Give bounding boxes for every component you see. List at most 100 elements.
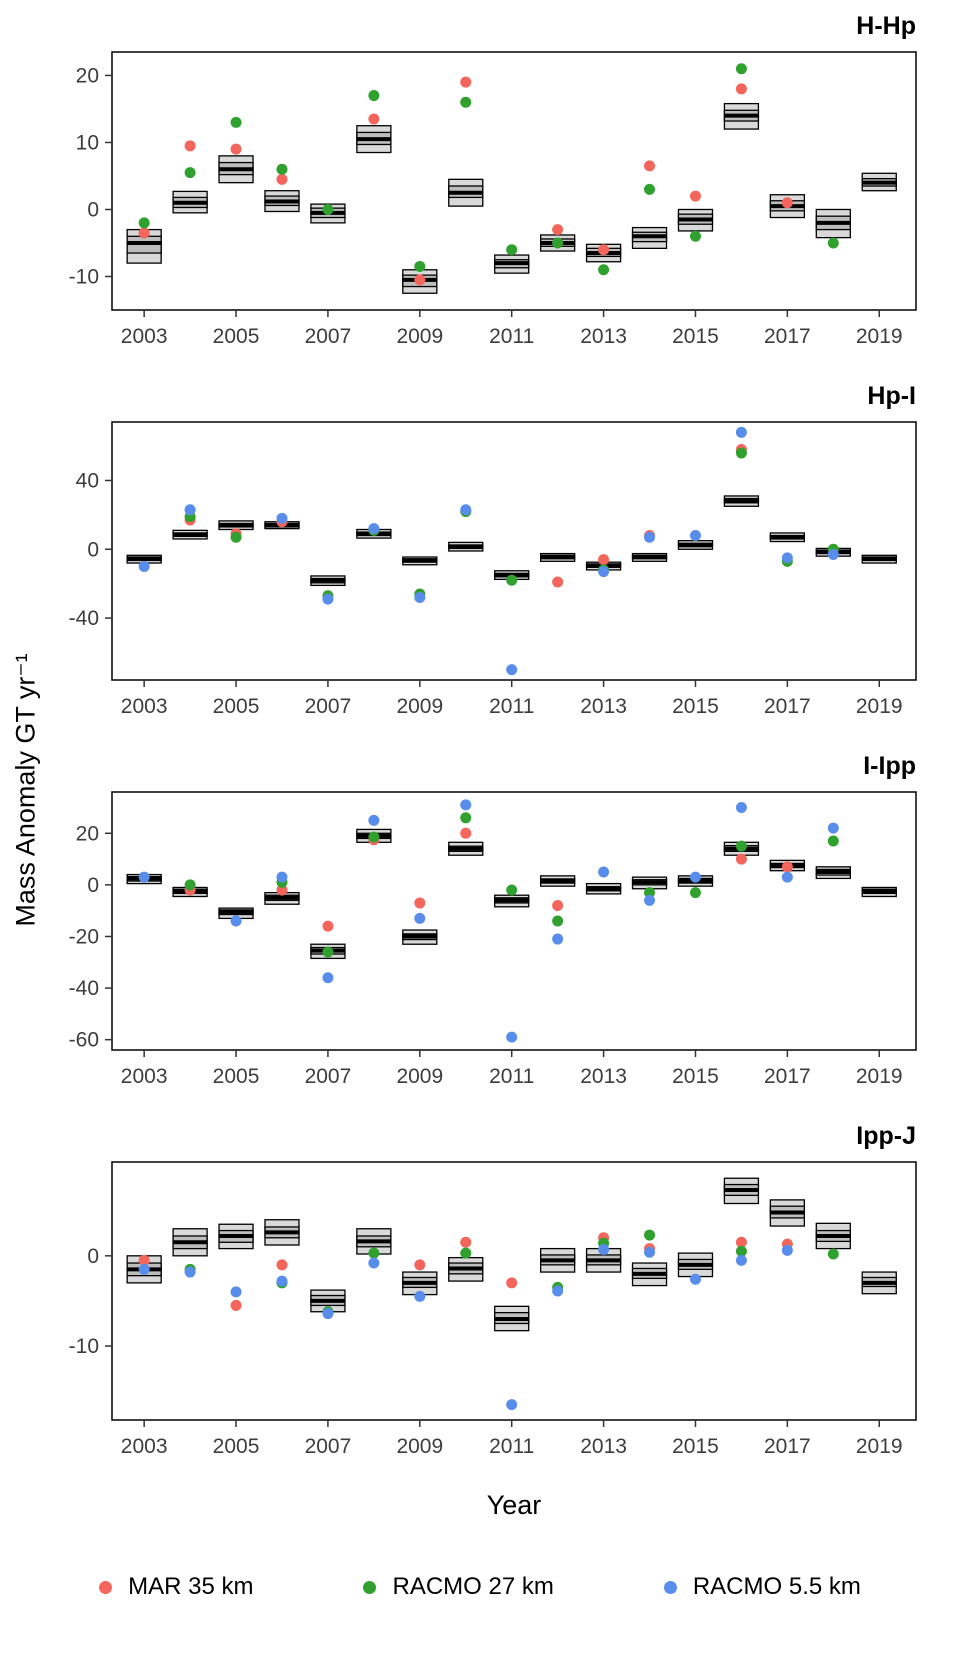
data-point-racmo-27km	[735, 63, 747, 75]
panels: H-Hp -10 0 10 20 2003 2005 2007 2009 2011 2013 201…	[0, 6, 960, 1486]
data-point-mar-35km	[735, 1236, 747, 1248]
data-point-racmo-5-5km	[460, 504, 472, 516]
data-point-racmo-27km	[322, 946, 334, 958]
x-tick-label: 2009	[396, 1435, 443, 1458]
data-point-mar-35km	[552, 224, 564, 236]
x-tick-label: 2005	[213, 1435, 260, 1458]
data-point-racmo-27km	[230, 531, 242, 543]
y-tick-label: -10	[69, 1335, 99, 1358]
data-point-racmo-5-5km	[276, 512, 288, 524]
data-point-racmo-27km	[506, 574, 518, 586]
data-point-racmo-27km	[230, 116, 242, 128]
data-point-racmo-27km	[460, 812, 472, 824]
x-tick-label: 2019	[856, 1435, 903, 1458]
data-point-racmo-27km	[735, 840, 747, 852]
data-point-mar-35km	[276, 173, 288, 185]
data-point-mar-35km	[598, 554, 610, 566]
x-tick-label: 2011	[489, 695, 534, 718]
data-point-mar-35km	[644, 160, 656, 172]
data-point-mar-35km	[368, 113, 380, 125]
data-point-mar-35km	[689, 190, 701, 202]
x-tick-label: 2005	[213, 1065, 260, 1088]
data-point-racmo-27km	[644, 183, 656, 195]
data-point-mar-35km	[552, 900, 564, 912]
data-point-mar-35km	[414, 897, 426, 909]
legend-dot-mar-35km-icon	[99, 1580, 113, 1594]
data-point-racmo-27km	[506, 244, 518, 256]
x-tick-label: 2009	[396, 325, 443, 348]
data-point-mar-35km	[781, 197, 793, 209]
data-point-racmo-5-5km	[322, 593, 334, 605]
data-point-mar-35km	[184, 140, 196, 152]
panel-plot-h-hp: -10 0 10 20 2003 2005 2007 2009 2011 2013 2015 2017…	[69, 51, 917, 348]
panel-plot-ipp-j: -10 0 2003 2005 2007 2009 2011 2013 2015 2017 2019	[69, 1161, 917, 1458]
legend-label-mar-35km: MAR 35 km	[128, 1573, 254, 1600]
x-tick-label: 2003	[121, 325, 168, 348]
y-tick-label: 0	[87, 538, 99, 561]
data-point-racmo-5-5km	[506, 1031, 518, 1043]
data-point-racmo-5-5km	[552, 1285, 564, 1297]
panel-i-ipp: I-Ipp -60 -40 -20 0 20 2003 2005 2007 2009 2011 20…	[0, 746, 960, 1116]
y-tick-label: -10	[69, 265, 99, 288]
data-point-racmo-5-5km	[598, 566, 610, 578]
y-tick-label: 0	[87, 198, 99, 221]
data-point-racmo-5-5km	[735, 801, 747, 813]
data-point-racmo-5-5km	[689, 871, 701, 883]
x-tick-label: 2011	[489, 1435, 534, 1458]
data-point-racmo-5-5km	[184, 1266, 196, 1278]
panel-title-i-ipp: I-Ipp	[863, 752, 916, 780]
data-point-racmo-27km	[689, 887, 701, 899]
x-tick-label: 2007	[305, 695, 352, 718]
data-point-racmo-27km	[552, 915, 564, 927]
x-tick-label: 2019	[856, 695, 903, 718]
legend-label-racmo-5-5km: RACMO 5.5 km	[692, 1573, 861, 1600]
data-point-racmo-5-5km	[322, 1308, 334, 1320]
data-point-mar-35km	[460, 76, 472, 88]
data-point-racmo-27km	[322, 203, 334, 215]
data-point-racmo-5-5km	[276, 871, 288, 883]
x-tick-label: 2017	[764, 1065, 811, 1088]
data-point-racmo-27km	[276, 163, 288, 175]
data-point-racmo-27km	[506, 884, 518, 896]
legend-item-mar-35km: MAR 35 km	[99, 1573, 253, 1601]
legend-dot-racmo-27km-icon	[363, 1580, 377, 1594]
x-tick-label: 2003	[121, 1065, 168, 1088]
data-point-mar-35km	[781, 861, 793, 873]
x-tick-label: 2003	[121, 695, 168, 718]
legend-item-racmo-5-5km: RACMO 5.5 km	[663, 1573, 861, 1601]
y-tick-label: -40	[69, 977, 99, 1000]
data-point-racmo-27km	[368, 831, 380, 843]
x-tick-label: 2015	[672, 1065, 719, 1088]
data-point-racmo-27km	[414, 260, 426, 272]
data-point-mar-35km	[276, 884, 288, 896]
data-point-racmo-27km	[368, 1247, 380, 1259]
data-point-mar-35km	[322, 920, 334, 932]
data-point-racmo-27km	[735, 447, 747, 459]
x-tick-label: 2013	[580, 1435, 627, 1458]
data-point-racmo-5-5km	[735, 1254, 747, 1266]
x-tick-label: 2011	[489, 1065, 534, 1088]
data-point-racmo-5-5km	[276, 1275, 288, 1287]
x-tick-label: 2017	[764, 325, 811, 348]
panel-border	[111, 791, 917, 1051]
x-tick-label: 2019	[856, 1065, 903, 1088]
x-axis-title: Year	[486, 1490, 542, 1520]
data-point-racmo-5-5km	[781, 871, 793, 883]
data-point-racmo-5-5km	[230, 915, 242, 927]
x-tick-label: 2015	[672, 695, 719, 718]
x-tick-label: 2017	[764, 695, 811, 718]
data-point-racmo-27km	[184, 879, 196, 891]
data-point-racmo-5-5km	[644, 531, 656, 543]
data-point-mar-35km	[138, 1254, 150, 1266]
data-point-mar-35km	[276, 1259, 288, 1271]
y-tick-label: 0	[87, 1245, 99, 1268]
panel-h-hp: H-Hp -10 0 10 20 2003 2005 2007 2009 2011 2013 201…	[0, 6, 960, 376]
data-point-racmo-5-5km	[644, 894, 656, 906]
data-point-racmo-5-5km	[322, 972, 334, 984]
data-point-racmo-27km	[644, 1229, 656, 1241]
x-tick-label: 2009	[396, 1065, 443, 1088]
x-tick-label: 2011	[489, 325, 534, 348]
data-point-racmo-5-5km	[598, 866, 610, 878]
x-tick-label: 2007	[305, 325, 352, 348]
y-tick-label: 20	[76, 822, 99, 845]
